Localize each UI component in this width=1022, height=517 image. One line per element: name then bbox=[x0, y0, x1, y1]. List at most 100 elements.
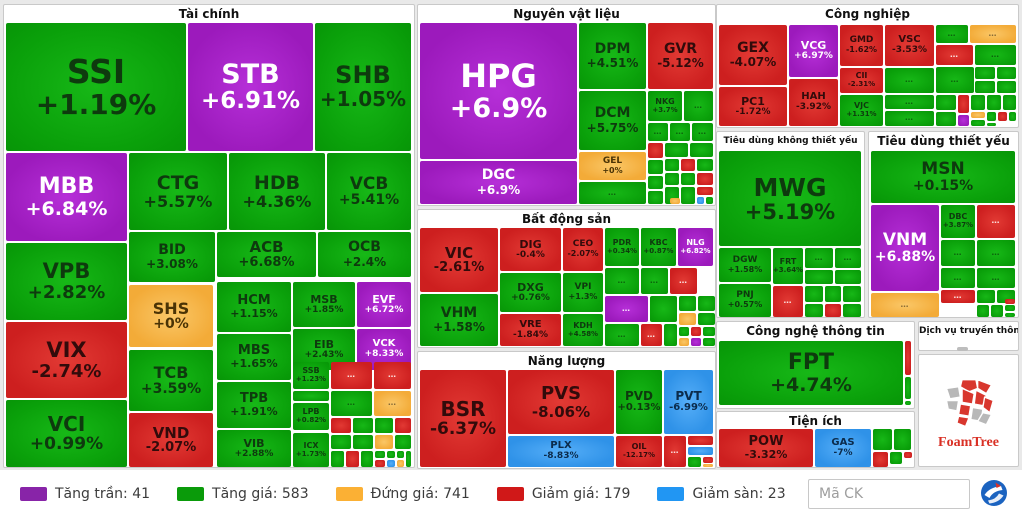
tile-small[interactable] bbox=[958, 95, 969, 113]
tile-small[interactable]: … bbox=[605, 296, 648, 322]
tile-FPT[interactable]: FPT +4.74% bbox=[719, 341, 903, 405]
tile-SHB[interactable]: SHB +1.05% bbox=[315, 23, 411, 151]
tile-small[interactable] bbox=[835, 270, 861, 284]
tile-small[interactable]: … bbox=[579, 182, 646, 204]
tile-SSI[interactable]: SSI +1.19% bbox=[6, 23, 186, 151]
tile-EVF[interactable]: EVF +6.72% bbox=[357, 282, 411, 327]
tile-NLG[interactable]: NLG +6.82% bbox=[678, 228, 713, 266]
brand-refresh-icon[interactable] bbox=[980, 479, 1008, 507]
tile-small[interactable] bbox=[971, 112, 985, 118]
tile-small[interactable] bbox=[991, 305, 1003, 317]
tile-small[interactable]: … bbox=[805, 248, 833, 268]
tile-small[interactable] bbox=[998, 112, 1007, 121]
tile-small[interactable] bbox=[375, 451, 385, 458]
tile-small[interactable] bbox=[825, 286, 841, 302]
tile-BSR[interactable]: BSR -6.37% bbox=[420, 370, 506, 467]
tile-small[interactable]: … bbox=[670, 123, 690, 141]
tile-small[interactable] bbox=[1005, 299, 1015, 304]
tile-small[interactable] bbox=[905, 401, 911, 405]
tile-small[interactable] bbox=[698, 313, 715, 325]
tile-PDR[interactable]: PDR +0.34% bbox=[605, 228, 639, 266]
tile-small[interactable] bbox=[957, 347, 968, 351]
tile-small[interactable] bbox=[703, 327, 715, 336]
tile-small[interactable] bbox=[375, 418, 393, 433]
tile-small[interactable] bbox=[664, 324, 677, 346]
tile-small[interactable] bbox=[987, 112, 996, 121]
tile-small[interactable] bbox=[679, 296, 696, 311]
tile-small[interactable] bbox=[703, 457, 713, 463]
tile-small[interactable] bbox=[936, 112, 956, 126]
tile-MBB[interactable]: MBB +6.84% bbox=[6, 153, 127, 241]
tile-small[interactable] bbox=[665, 143, 688, 157]
tile-TPB[interactable]: TPB +1.91% bbox=[217, 382, 291, 428]
tile-GAS[interactable]: GAS -7% bbox=[815, 429, 871, 467]
tile-small[interactable] bbox=[688, 447, 713, 455]
tile-DCM[interactable]: DCM +5.75% bbox=[579, 91, 646, 150]
tile-VND[interactable]: VND -2.07% bbox=[129, 413, 213, 467]
tile-small[interactable] bbox=[679, 327, 689, 336]
tile-DGC[interactable]: DGC +6.9% bbox=[420, 161, 577, 204]
tile-TCB[interactable]: TCB +3.59% bbox=[129, 350, 213, 411]
tile-small[interactable] bbox=[904, 452, 912, 458]
tile-small[interactable] bbox=[375, 435, 393, 449]
tile-PC1[interactable]: PC1 -1.72% bbox=[719, 87, 787, 126]
tile-small[interactable]: … bbox=[374, 391, 411, 416]
tile-small[interactable] bbox=[958, 115, 969, 126]
tile-small[interactable] bbox=[665, 159, 679, 171]
tile-small[interactable] bbox=[977, 290, 995, 303]
tile-small[interactable] bbox=[971, 120, 985, 126]
tile-small[interactable]: … bbox=[871, 293, 939, 317]
tile-small[interactable] bbox=[648, 191, 663, 204]
tile-MWG[interactable]: MWG +5.19% bbox=[719, 151, 861, 246]
tile-small[interactable]: … bbox=[835, 248, 861, 268]
tile-small[interactable]: … bbox=[641, 324, 662, 346]
tile-small[interactable] bbox=[406, 451, 411, 467]
tile-small[interactable] bbox=[703, 464, 713, 467]
tile-VIC[interactable]: VIC -2.61% bbox=[420, 228, 498, 292]
tile-small[interactable] bbox=[648, 143, 663, 158]
tile-FRT[interactable]: FRT +3.64% bbox=[773, 248, 803, 284]
tile-VRE[interactable]: VRE -1.84% bbox=[500, 314, 561, 346]
tile-small[interactable]: … bbox=[664, 436, 686, 467]
tile-small[interactable] bbox=[395, 418, 411, 433]
tile-PVS[interactable]: PVS -8.06% bbox=[508, 370, 614, 434]
tile-VIX[interactable]: VIX -2.74% bbox=[6, 322, 127, 398]
tile-LPB[interactable]: LPB +0.82% bbox=[293, 403, 329, 430]
tile-small[interactable] bbox=[679, 313, 696, 325]
tile-VCI[interactable]: VCI +0.99% bbox=[6, 400, 127, 467]
tile-small[interactable]: … bbox=[977, 205, 1015, 238]
tile-GEX[interactable]: GEX -4.07% bbox=[719, 25, 787, 85]
tile-small[interactable] bbox=[293, 391, 329, 401]
tile-small[interactable] bbox=[697, 187, 713, 195]
tile-small[interactable]: … bbox=[331, 362, 372, 389]
tile-VNM[interactable]: VNM +6.88% bbox=[871, 205, 939, 291]
tile-small[interactable] bbox=[697, 173, 713, 185]
tile-small[interactable]: … bbox=[970, 25, 1016, 43]
tile-small[interactable] bbox=[936, 95, 956, 110]
tile-small[interactable] bbox=[648, 176, 663, 189]
tile-DIG[interactable]: DIG -0.4% bbox=[500, 228, 561, 271]
tile-small[interactable] bbox=[681, 187, 695, 204]
tile-GVR[interactable]: GVR -5.12% bbox=[648, 23, 713, 89]
tile-small[interactable] bbox=[890, 452, 902, 464]
tile-small[interactable] bbox=[353, 435, 373, 449]
tile-small[interactable] bbox=[1005, 313, 1015, 317]
tile-small[interactable]: … bbox=[374, 362, 411, 389]
tile-small[interactable] bbox=[679, 338, 689, 346]
tile-small[interactable] bbox=[387, 451, 395, 458]
tile-small[interactable] bbox=[977, 305, 989, 317]
tile-small[interactable] bbox=[353, 418, 373, 433]
tile-ACB[interactable]: ACB +6.68% bbox=[217, 232, 316, 277]
tile-small[interactable] bbox=[331, 418, 351, 433]
tile-CTG[interactable]: CTG +5.57% bbox=[129, 153, 227, 230]
tile-small[interactable] bbox=[894, 429, 911, 450]
tile-VIB[interactable]: VIB +2.88% bbox=[217, 430, 291, 467]
tile-small[interactable] bbox=[397, 460, 404, 467]
tile-small[interactable] bbox=[997, 67, 1016, 79]
tile-SSB[interactable]: SSB +1.23% bbox=[293, 362, 329, 389]
tile-small[interactable]: … bbox=[977, 268, 1015, 288]
tile-small[interactable]: … bbox=[670, 268, 697, 294]
tile-STB[interactable]: STB +6.91% bbox=[188, 23, 313, 151]
tile-small[interactable] bbox=[681, 159, 695, 171]
tile-small[interactable]: … bbox=[692, 123, 713, 141]
